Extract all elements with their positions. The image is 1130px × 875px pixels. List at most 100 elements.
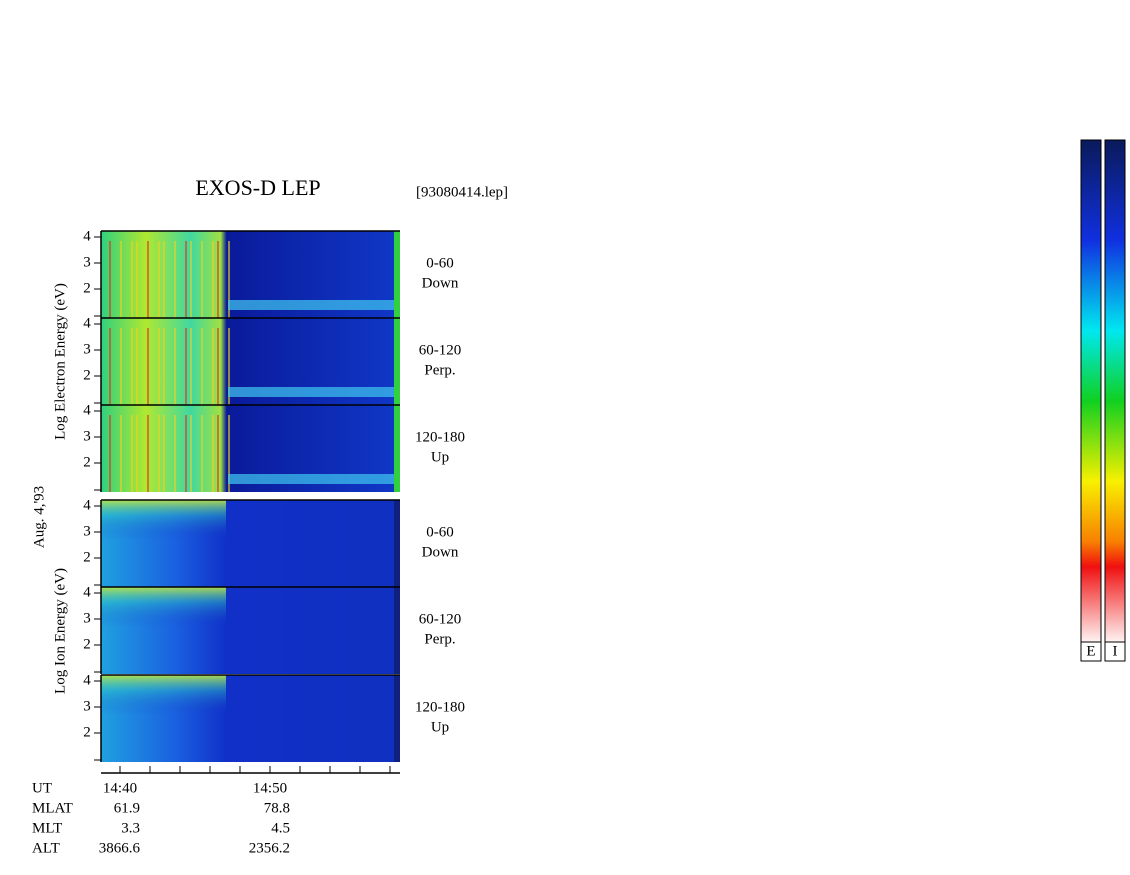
y-tick-label: 2 (83, 367, 91, 383)
row-label: MLAT (32, 800, 73, 816)
stripe (158, 241, 160, 318)
stripe (136, 328, 138, 405)
y-tick-label: 2 (83, 724, 91, 740)
stripe (201, 328, 203, 405)
panel-direction: Up (431, 449, 449, 465)
row-value: 78.8 (264, 800, 290, 816)
stripe (120, 328, 122, 405)
edge (394, 405, 400, 492)
stripe (190, 415, 192, 492)
stripe (217, 415, 219, 492)
panel-direction: Up (431, 719, 449, 735)
y-tick-label: 3 (83, 610, 91, 626)
stripe (228, 328, 230, 405)
stripe (147, 241, 149, 318)
stripe (131, 415, 133, 492)
stripe (174, 241, 176, 318)
y-tick-label: 2 (83, 549, 91, 565)
stripe (212, 241, 214, 318)
edge (394, 500, 400, 587)
stripe (201, 241, 203, 318)
edge (394, 587, 400, 674)
color-scale-label: E (1086, 643, 1095, 659)
row-value: 3.3 (121, 820, 140, 836)
row-value: 14:50 (253, 780, 287, 796)
stripe (201, 415, 203, 492)
stripe (174, 328, 176, 405)
y-tick-label: 2 (83, 280, 91, 296)
panel-range: 120-180 (415, 429, 465, 445)
low-band (228, 474, 400, 484)
stripe (158, 415, 160, 492)
panel-direction: Perp. (424, 362, 455, 378)
stripe (185, 415, 187, 492)
spectrogram-overlay (101, 675, 226, 715)
stripe (120, 241, 122, 318)
stripe (131, 328, 133, 405)
stripe (158, 328, 160, 405)
stripe (228, 415, 230, 492)
row-value: 14:40 (103, 780, 137, 796)
y-tick-label: 2 (83, 454, 91, 470)
panel-range: 0-60 (426, 255, 454, 271)
title: EXOS-D LEP (195, 175, 320, 200)
edge (394, 318, 400, 405)
stripe (212, 415, 214, 492)
stripe (190, 241, 192, 318)
row-value: 3866.6 (99, 840, 141, 856)
panel-range: 120-180 (415, 699, 465, 715)
stripe (174, 415, 176, 492)
y-tick-label: 4 (83, 402, 91, 418)
stripe (163, 328, 165, 405)
stripe (147, 328, 149, 405)
stripe (190, 328, 192, 405)
low-band (228, 300, 400, 310)
row-value: 61.9 (114, 800, 140, 816)
y-tick-label: 3 (83, 254, 91, 270)
y-tick-label: 3 (83, 428, 91, 444)
edge (394, 231, 400, 318)
row-label: UT (32, 780, 52, 796)
panel-range: 0-60 (426, 524, 454, 540)
stripe (163, 241, 165, 318)
axis-label: Log Ion Energy (eV) (52, 568, 68, 694)
row-label: MLT (32, 820, 62, 836)
panel-direction: Down (422, 544, 459, 560)
y-tick-label: 3 (83, 341, 91, 357)
stripe (120, 415, 122, 492)
stripe (185, 328, 187, 405)
color-scale (1104, 139, 1126, 643)
row-label: ALT (32, 840, 60, 856)
stripe (217, 328, 219, 405)
panel-direction: Down (422, 275, 459, 291)
stripe (217, 241, 219, 318)
stripe (147, 415, 149, 492)
stripe (131, 241, 133, 318)
stripe (136, 241, 138, 318)
spectrogram-overlay (101, 587, 226, 627)
y-tick-label: 4 (83, 315, 91, 331)
stripe (228, 241, 230, 318)
low-band (228, 387, 400, 397)
panel-direction: Perp. (424, 631, 455, 647)
row-value: 4.5 (271, 820, 290, 836)
y-tick-label: 4 (83, 228, 91, 244)
stripe (163, 415, 165, 492)
y-tick-label: 3 (83, 698, 91, 714)
file-name: [93080414.lep] (416, 184, 508, 200)
stripe (212, 328, 214, 405)
color-scale-box (1080, 641, 1102, 662)
stripe (185, 241, 187, 318)
row-value: 2356.2 (249, 840, 290, 856)
stripe (136, 415, 138, 492)
stripe (109, 241, 111, 318)
y-tick-label: 4 (83, 497, 91, 513)
y-tick-label: 4 (83, 584, 91, 600)
stripe (109, 328, 111, 405)
y-tick-label: 2 (83, 636, 91, 652)
spectrogram-overlay (101, 500, 226, 540)
stripe (109, 415, 111, 492)
edge (394, 675, 400, 762)
y-tick-label: 4 (83, 672, 91, 688)
